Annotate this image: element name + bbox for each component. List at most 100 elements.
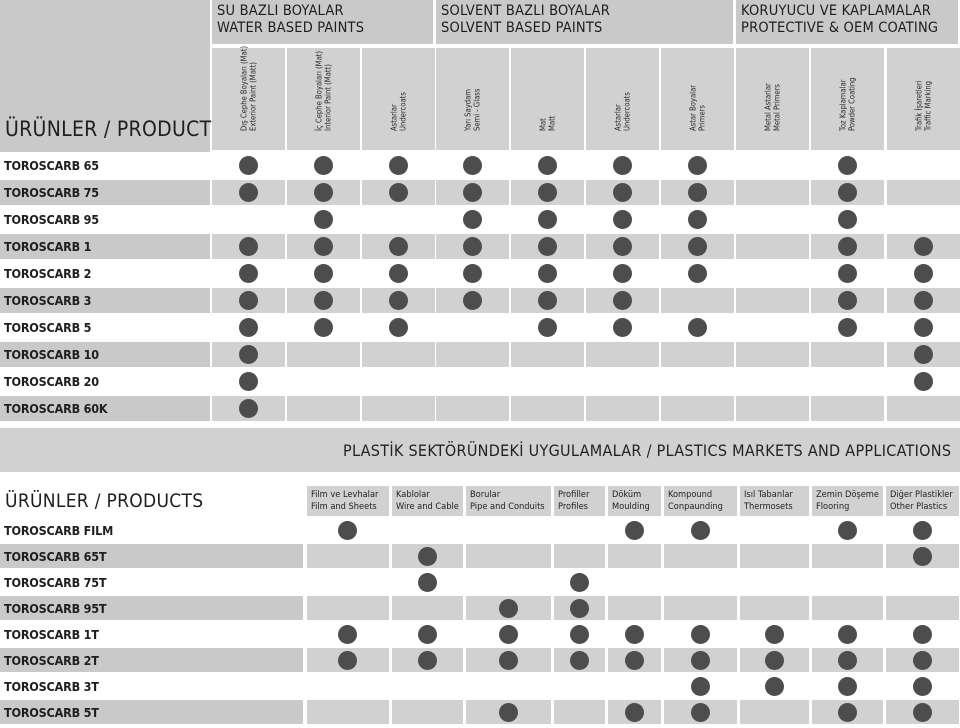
application-column-header: Kablolar Wire and Cable [392,486,463,516]
product-row-label: TOROSCARB 75 [0,180,210,205]
table-cell [511,342,584,367]
table-cell [736,234,809,259]
table-cell [307,596,389,620]
product-row-label: TOROSCARB 60K [0,396,210,421]
applicable-dot [389,183,408,202]
applicable-dot [764,650,784,670]
column-label-en: Primers [696,104,706,131]
plastics-banner-title: PLASTİK SEKTÖRÜNDEKİ UYGULAMALAR / PLAST… [343,441,952,460]
products-header-2: ÜRÜNLER / PRODUCTS [5,490,204,512]
applicable-dot [912,650,932,670]
applicable-dot [569,598,589,618]
table-cell [887,396,960,421]
applicable-dot [688,183,707,202]
applicable-dot [338,520,357,540]
applicable-dot [314,210,333,229]
product-row-label: TOROSCARB 65 [4,158,99,173]
application-column-header: Zemin Döşeme Flooring [812,486,883,516]
column-header: Astarlar Undercoats [362,48,435,150]
applicable-dot [690,702,710,722]
column-header: Dış Cephe Boyaları (Mat) Exterior Paint (… [212,46,285,150]
applicable-dot [239,156,258,175]
applicable-dot [838,264,857,283]
applicable-dot [912,676,932,696]
column-header-text: Dış Cephe Boyaları (Mat) Exterior Paint (… [239,46,257,131]
column-header-label: Trafik İşaretleri Traffic Marking [887,48,960,150]
column-header: Toz Kaplamalar Powder Coating [811,48,884,150]
applicable-dot [912,546,932,566]
applicable-dot [498,624,518,644]
column-label-en: Pipe and Conduits [470,500,545,512]
applicable-dot [613,264,632,283]
column-header-text: Metal Astarlar Metal Primers [763,83,781,131]
table-cell [812,596,883,620]
table-cell [362,342,435,367]
applicable-dot [538,237,557,256]
applicable-dot [624,650,644,670]
applicable-dot [538,210,557,229]
table-cell [307,544,389,568]
applicable-dot [463,237,482,256]
applicable-dot [690,520,710,540]
group-title-tr: SOLVENT BAZLI BOYALAR [441,3,611,19]
applicable-dot [314,156,333,175]
column-header-label: Yarı Saydam Semi - Glass [436,48,509,150]
applicable-dot [613,156,632,175]
column-label-en: Undercoats [621,91,631,131]
column-label-tr: Mat [537,118,547,131]
applicable-dot [239,291,258,310]
column-header-text: Yarı Saydam Semi - Glass [462,88,481,131]
application-row-label: TOROSCARB 3T [4,678,99,694]
column-label-tr: Trafik İşaretleri [913,80,923,131]
table-cell [886,596,959,620]
applicable-dot [314,237,333,256]
applicable-dot [239,237,258,256]
applicable-dot [314,183,333,202]
column-header-text: Astarlar Undercoats [613,91,631,131]
applicable-dot [838,183,857,202]
applicable-dot [914,264,933,283]
applicable-dot [688,264,707,283]
applicable-dot [538,156,557,175]
applicable-dot [569,624,589,644]
table-cell [661,342,734,367]
table-cell [436,396,509,421]
table-cell [287,396,360,421]
applicable-dot [569,650,589,670]
applicable-dot [239,345,258,364]
column-header: Astar Boyalar Primers [661,48,734,150]
applicable-dot [613,237,632,256]
applicable-dot [239,183,258,202]
column-label-en: Other Plastics [890,500,948,512]
column-header-text: Astar Boyalar Primers [688,85,706,131]
application-row-label: TOROSCARB 95T [0,596,303,620]
application-row-label: TOROSCARB 5T [0,700,303,724]
applicable-dot [389,156,408,175]
column-header-label: Astarlar Undercoats [586,48,659,150]
column-label-en: Thermosets [744,500,793,512]
column-header: İç Cephe Boyaları (Mat) Interior Paint (M… [287,48,360,150]
column-header: Yarı Saydam Semi - Glass [436,48,509,150]
column-label-tr: Yarı Saydam [462,88,472,131]
group-title-en: WATER BASED PAINTS [217,20,365,36]
group-header: SOLVENT BAZLI BOYALAR SOLVENT BASED PAINT… [436,0,733,44]
table-cell [661,396,734,421]
applicable-dot [624,520,644,540]
table-cell [664,596,737,620]
applicable-dot [463,264,482,283]
applicable-dot [837,650,857,670]
column-header: Astarlar Undercoats [586,48,659,150]
applicable-dot [613,210,632,229]
applicable-dot [463,291,482,310]
applicable-dot [912,702,932,722]
table-cell [661,288,734,313]
table-cell [740,596,809,620]
column-label-en: Undercoats [397,91,407,131]
applicable-dot [463,156,482,175]
applicable-dot [837,624,857,644]
column-label-tr: Borular [470,489,501,500]
table-cell [664,544,737,568]
products-header: ÜRÜNLER / PRODUCTS [5,117,224,141]
column-header: Metal Astarlar Metal Primers [736,48,809,150]
table-cell [586,396,659,421]
